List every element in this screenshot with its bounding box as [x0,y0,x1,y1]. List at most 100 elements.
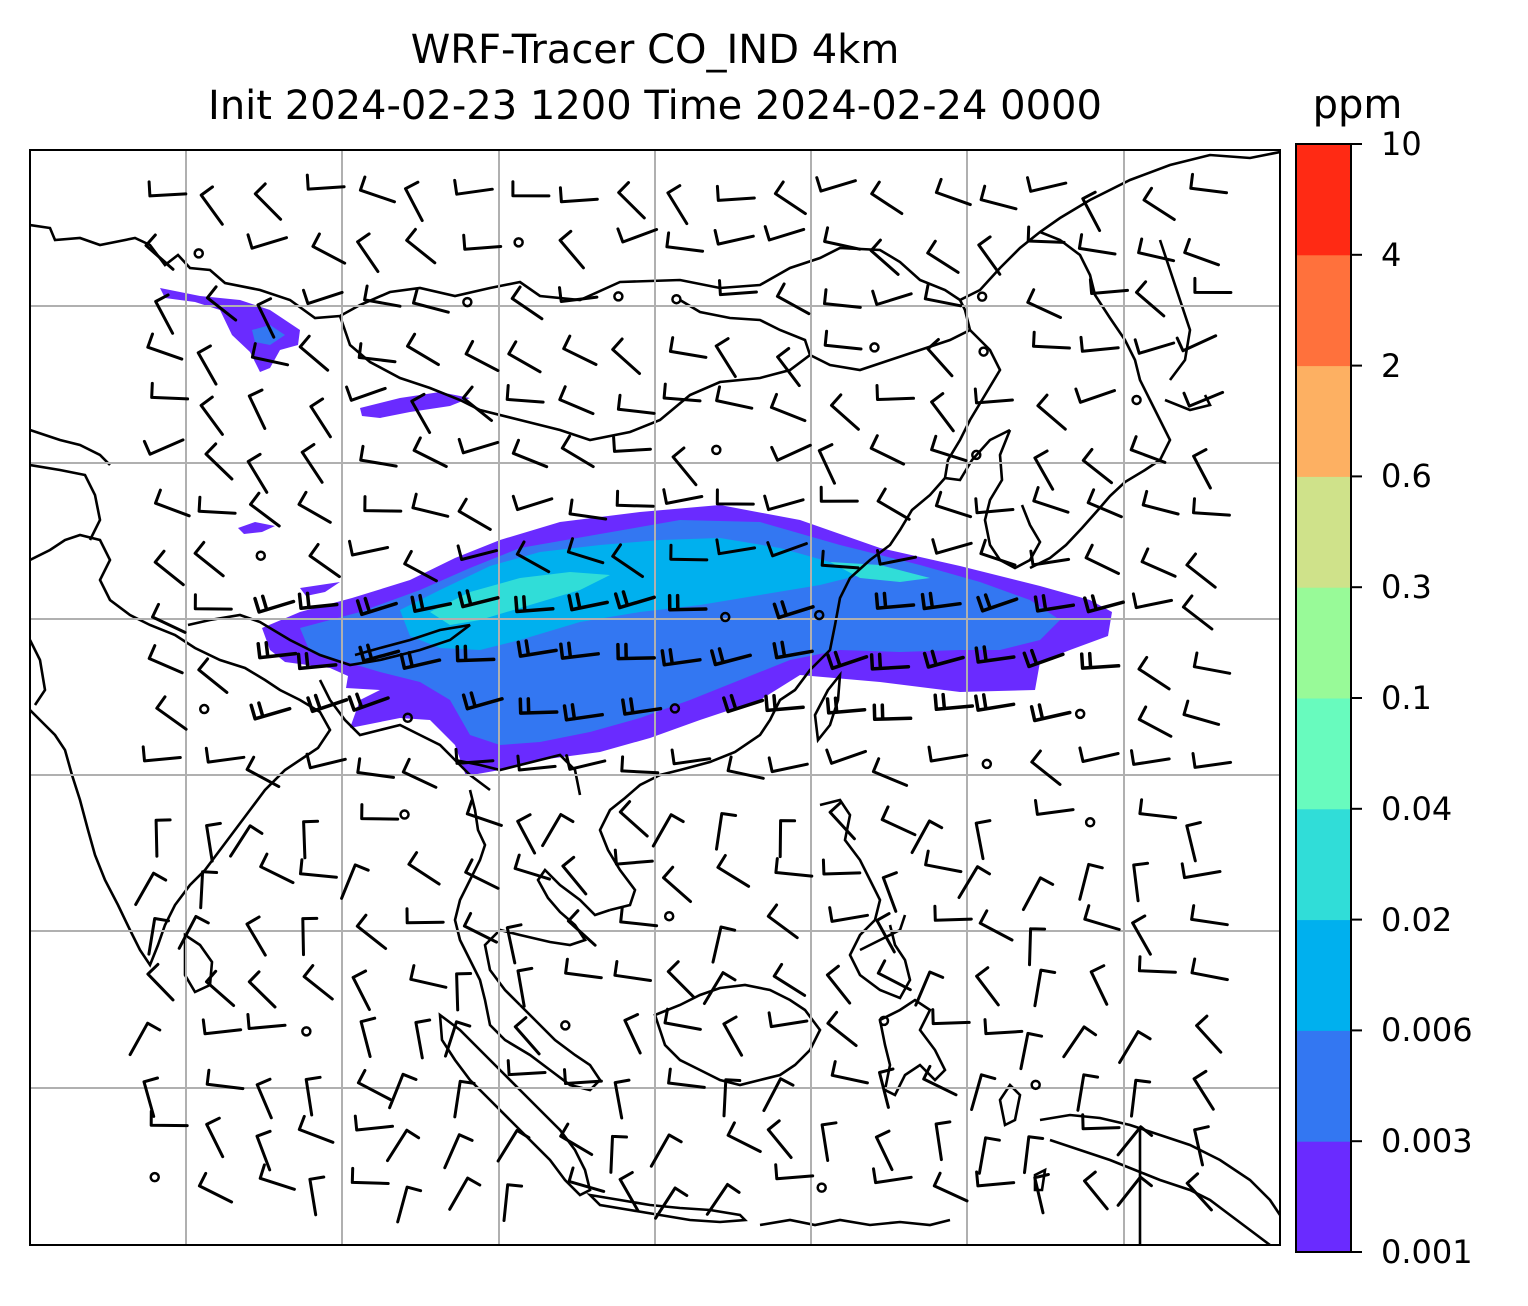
wind-barb [705,1183,741,1216]
wind-barb [350,1166,390,1185]
wind-barb [510,285,544,321]
wind-barb [715,385,754,410]
wind-barb [623,1013,642,1055]
wind-barb [1084,543,1120,575]
wind-barb [1182,699,1221,726]
wind-barb [773,180,807,216]
wind-barb [930,434,968,463]
wind-barb [817,443,836,485]
wind-barb [1116,1175,1153,1207]
wind-barb [1077,233,1117,256]
wind-barb [396,1185,423,1224]
wind-barb [457,437,500,455]
wind-barb [1083,594,1125,614]
wind-barb [511,494,554,512]
wind-barb [823,329,863,351]
wind-barb [464,340,500,373]
wind-barb [977,1136,1001,1175]
wind-barb [412,287,450,314]
wind-barb [560,434,595,469]
wind-barb [1190,904,1229,927]
wind-barb [1032,330,1071,350]
wind-barb [1141,489,1180,516]
wind-barb [774,1163,815,1181]
wind-barb [613,960,652,982]
wind-barb [871,289,913,306]
plume-level-0.02 [430,572,610,625]
wind-barb [443,1133,474,1170]
wind-barb [1140,547,1177,578]
colorbar-segment [1296,698,1351,810]
wind-calm-marker [816,1182,827,1193]
wind-barb [356,1068,392,1101]
wind-barb [455,644,496,663]
wind-barb [405,907,445,925]
wind-barb [1083,1170,1109,1211]
wind-barb [197,657,229,694]
wind-barb [618,800,649,838]
wind-barb [1081,190,1102,233]
wind-barb [828,801,856,841]
wind-barb [302,964,334,1001]
wind-barb [356,232,380,273]
wind-barb [1130,749,1171,766]
wind-barb [154,488,191,518]
wind-barb [298,334,330,372]
wind-barb [766,541,808,558]
wind-barb [1185,821,1202,863]
wind-barb [351,969,371,1011]
wind-calm-marker [560,1020,571,1031]
wind-barb [663,1007,702,1031]
wind-calm-marker [1030,1079,1041,1091]
wind-barb [957,865,991,899]
wind-barb [823,226,862,251]
wind-barb [147,644,184,675]
wind-barb [711,925,737,964]
wind-barb [453,1079,476,1119]
wind-barb [927,745,969,763]
wind-barb [399,651,442,670]
wind-barb [931,538,973,555]
wind-barb [970,1073,997,1111]
colorbar-tick-label: 2 [1381,346,1402,385]
wind-barb [766,903,799,940]
wind-barb [722,1078,742,1118]
wind-barb [1078,862,1104,901]
wind-barb [205,285,238,322]
wind-barb [662,488,704,505]
wind-barb [665,231,705,253]
wind-barb [516,754,557,772]
wind-barb [357,342,397,364]
wind-barb [772,962,807,997]
wind-barb [1029,549,1071,567]
wind-barb [1137,705,1173,738]
wind-barb [403,550,438,583]
wind-barb [617,181,646,220]
wind-barb [1133,338,1176,355]
plume-nw-patch [160,288,300,372]
wind-barb [976,593,1019,613]
wind-barb [304,1075,322,1117]
wind-barb [611,337,641,375]
colorbar-tick-label: 0.1 [1381,679,1432,717]
wind-barb [253,182,283,221]
wind-barb [562,334,598,366]
wind-barb [205,1068,245,1091]
wind-barb [762,1077,795,1113]
wind-barb [1130,1078,1152,1118]
wind-barb [515,540,551,574]
wind-barb [821,858,862,876]
wind-barb [1142,186,1176,221]
wind-barb [410,392,432,434]
wind-barb [448,1176,482,1211]
wind-barb [615,489,655,508]
wind-barb [249,701,292,721]
wind-barb [871,757,909,787]
wind-barb [516,639,558,658]
wind-barb [409,964,448,989]
wind-barb [255,1077,273,1120]
wind-barb [144,233,175,271]
wind-barb [410,593,453,613]
wind-barb [296,651,338,671]
wind-barb [516,966,534,1008]
